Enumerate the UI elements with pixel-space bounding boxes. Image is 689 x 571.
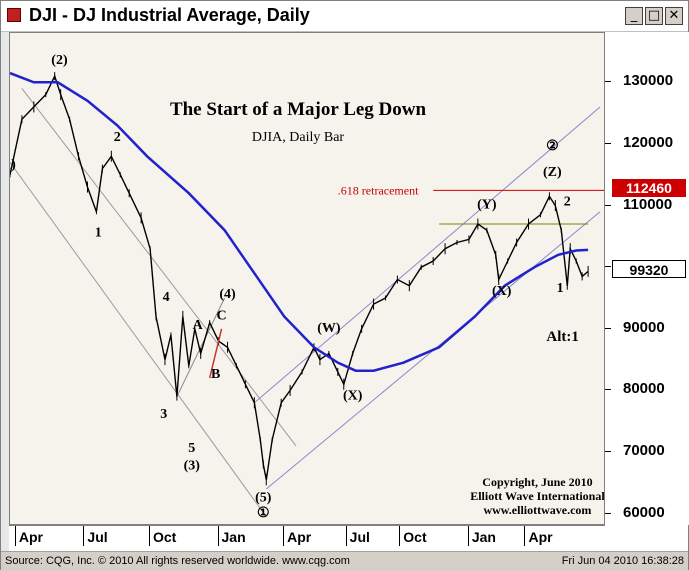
x-tick-mark (148, 526, 150, 546)
y-tick-mark (605, 142, 611, 144)
wave-label: ② (546, 139, 559, 154)
x-tick-label: Jul (87, 529, 108, 545)
chart-title: The Start of a Major Leg Down (170, 99, 427, 120)
wave-label: 2 (564, 195, 571, 210)
copyright-line: Elliott Wave International (470, 489, 605, 503)
y-tick-mark (605, 204, 611, 206)
wave-label: 2 (114, 130, 121, 145)
price-tag: 112460 (612, 179, 686, 198)
wave-label: 1 (557, 281, 564, 296)
x-tick-label: Oct (152, 529, 177, 545)
y-axis: 1300001200001100001000009000080000700006… (605, 32, 689, 525)
plot-area[interactable]: .618 retracement (2) 1) 1 2 4 3 (4) A B C 5 (3) (5)① (… (9, 32, 605, 525)
y-tick-mark (605, 451, 611, 453)
wave-b-arc (208, 328, 223, 379)
y-tick-label: 90000 (623, 318, 665, 336)
minimize-button[interactable]: _ (625, 7, 643, 25)
source-text: Source: CQG, Inc. © 2010 All rights rese… (5, 555, 350, 567)
copyright-line: www.elliottwave.com (483, 503, 591, 517)
x-axis: Apr Jul Oct Jan Apr Jul Oct Jan Apr (9, 525, 605, 548)
left-margin (1, 32, 9, 551)
chart-subtitle: DJIA, Daily Bar (252, 130, 344, 145)
x-tick-label: Jan (221, 529, 246, 545)
alt-label: Alt:1 (546, 329, 579, 345)
wave-label: 4 (163, 290, 170, 305)
app-icon (7, 8, 21, 22)
x-tick-mark (467, 526, 469, 546)
y-tick-label: 120000 (623, 133, 674, 151)
price-tag: 99320 (612, 260, 686, 279)
x-tick-label: Jul (349, 529, 370, 545)
wave-label: (4) (219, 287, 236, 302)
wave-label: (2) (51, 53, 68, 68)
y-tick-mark (605, 327, 611, 329)
wave-label: (Y) (477, 198, 497, 213)
y-tick-mark (605, 266, 611, 268)
y-tick-label: 80000 (623, 380, 665, 398)
wave-label: C (217, 309, 227, 324)
wave-label: (W) (317, 321, 341, 336)
close-button[interactable]: ✕ (665, 7, 683, 25)
retracement-label: .618 retracement (338, 183, 419, 197)
y-tick-mark (605, 81, 611, 83)
copyright-line: Copyright, June 2010 (482, 475, 592, 489)
price-chart: .618 retracement (2) 1) 1 2 4 3 (4) A B C 5 (3) (5)① (… (10, 53, 605, 521)
timestamp: Fri Jun 04 2010 16:38:28 (561, 555, 684, 567)
wave-label: 1) (10, 158, 16, 173)
x-tick-mark (524, 526, 526, 546)
wave-label: (X) (492, 284, 512, 299)
wave-label: 3 (160, 407, 167, 422)
wave-label: 1 (95, 225, 102, 240)
x-tick-label: Jan (471, 529, 496, 545)
wave-label: (5) (255, 490, 272, 505)
status-bar: Source: CQG, Inc. © 2010 All rights rese… (1, 551, 688, 571)
title-bar[interactable]: DJI - DJ Industrial Average, Daily _ □ ✕ (1, 1, 688, 32)
y-tick-label: 110000 (623, 195, 673, 213)
x-tick-label: Oct (403, 529, 427, 545)
wave-label: ① (257, 506, 270, 521)
wave-label: (X) (343, 389, 363, 404)
x-tick-label: Apr (287, 529, 312, 545)
window-title: DJI - DJ Industrial Average, Daily (29, 5, 310, 25)
x-tick-label: Apr (528, 529, 553, 545)
wave-label: (3) (184, 458, 201, 473)
channel-line-0 (21, 88, 297, 447)
wave-label: (Z) (543, 165, 562, 180)
y-tick-mark (605, 389, 611, 391)
x-tick-mark (83, 526, 85, 546)
x-tick-label: Apr (18, 529, 43, 545)
x-tick-mark (399, 526, 401, 546)
x-tick-mark (217, 526, 219, 546)
moving-average-line (10, 71, 589, 372)
x-tick-mark (14, 526, 16, 546)
y-tick-label: 130000 (623, 72, 674, 90)
wave-label: 5 (188, 441, 195, 456)
y-tick-label: 60000 (623, 503, 665, 521)
x-tick-mark (283, 526, 285, 546)
wave-label: A (193, 318, 204, 333)
channel-line-2 (254, 106, 601, 404)
y-tick-mark (605, 512, 611, 514)
channel-line-1 (10, 162, 267, 518)
wave-label: B (211, 367, 220, 382)
y-tick-label: 70000 (623, 442, 665, 460)
x-tick-mark (345, 526, 347, 546)
channel-line-4 (176, 297, 226, 397)
maximize-button[interactable]: □ (645, 7, 663, 25)
